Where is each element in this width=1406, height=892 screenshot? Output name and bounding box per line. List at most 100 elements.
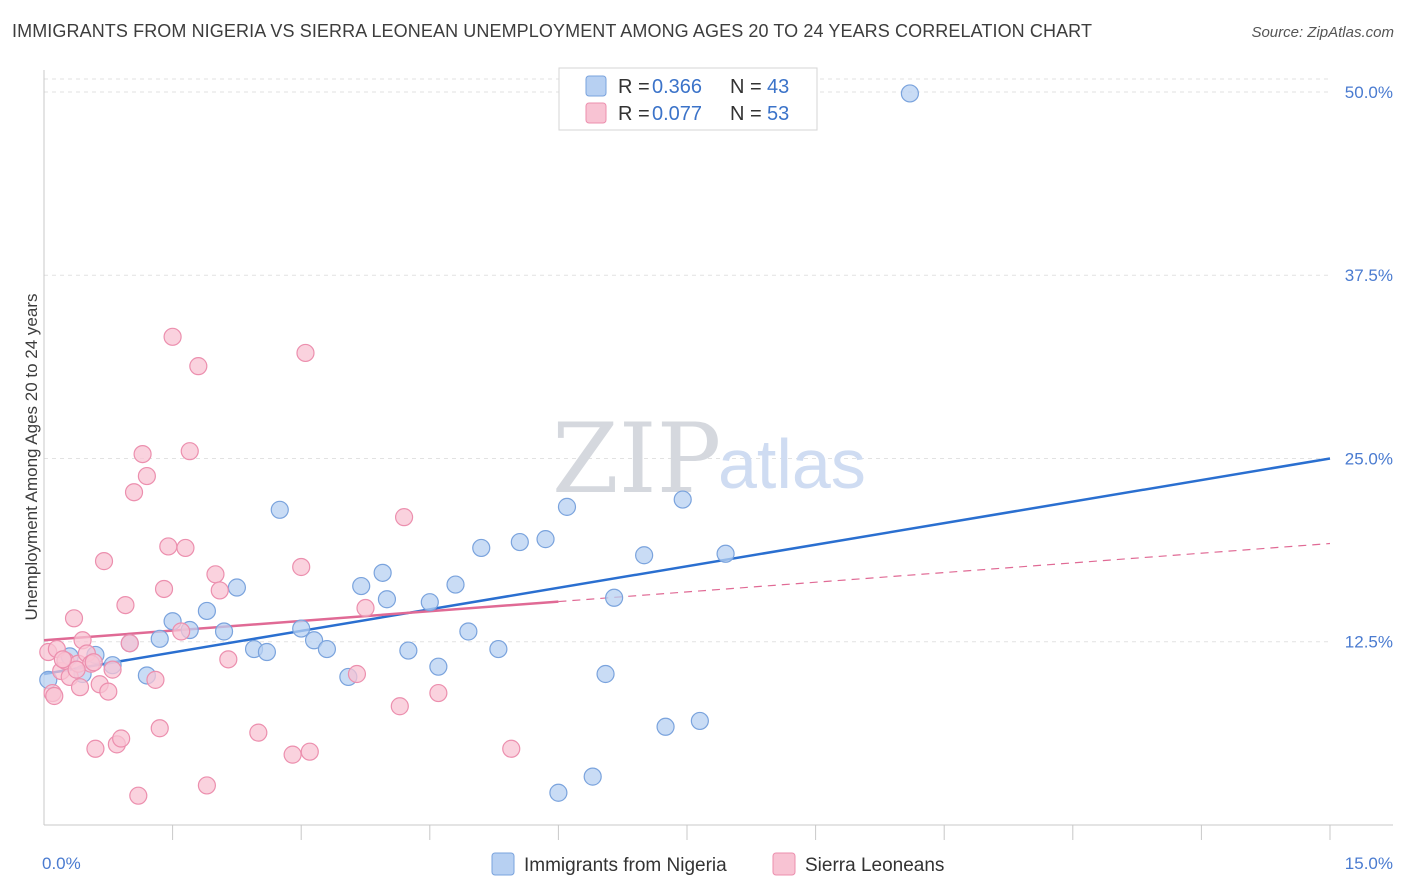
nigeria-point xyxy=(377,590,397,609)
nigeria-point xyxy=(304,631,324,650)
nigeria-point xyxy=(257,642,277,662)
sierra-leone-point xyxy=(133,444,152,464)
legend-swatch-blue xyxy=(585,75,607,97)
sierra-leone-point xyxy=(154,579,174,599)
sierra-leone-point xyxy=(124,483,144,502)
legend-r-value-2: 0.077 xyxy=(652,103,702,125)
nigeria-point xyxy=(596,664,615,684)
series-swatch-nigeria xyxy=(491,852,515,876)
sierra-leone-point xyxy=(347,664,367,684)
correlation-legend: R = 0.366 N = 43 R = 0.077 N = 53 xyxy=(558,67,818,131)
sierra-leone-point xyxy=(137,466,156,486)
series-label-nigeria: Immigrants from Nigeria xyxy=(524,855,727,876)
chart-title: IMMIGRANTS FROM NIGERIA VS SIERRA LEONEA… xyxy=(12,21,1093,41)
nigeria-point xyxy=(716,544,735,563)
sierra-leone-point xyxy=(129,786,148,805)
y-tick-label: 37.5% xyxy=(1345,266,1393,285)
nigeria-point xyxy=(656,717,675,736)
sierra-leone-point xyxy=(70,678,90,697)
nigeria-point xyxy=(489,639,508,659)
nigeria-point xyxy=(150,629,169,648)
sierra-leone-point xyxy=(84,653,103,672)
nigeria-point xyxy=(536,530,555,549)
nigeria-point xyxy=(635,546,654,565)
x-tick-label-max: 15.0% xyxy=(1345,854,1393,873)
sierra-leone-point xyxy=(120,634,139,653)
sierra-leone-point xyxy=(163,327,182,346)
nigeria-point xyxy=(510,532,529,552)
nigeria-point xyxy=(900,84,920,103)
sierra-leone-point xyxy=(197,776,216,795)
nigeria-point xyxy=(583,767,602,786)
y-axis-label: Unemployment Among Ages 20 to 24 years xyxy=(22,294,41,621)
nigeria-point xyxy=(270,500,289,519)
axes: 12.5% 25.0% 37.5% 50.0% 0.0% 15.0% xyxy=(42,70,1393,873)
nigeria-point xyxy=(399,641,418,660)
nigeria-point xyxy=(317,639,337,659)
nigeria-point xyxy=(420,593,439,612)
legend-r-label-2: R = xyxy=(618,103,650,125)
legend-swatch-pink xyxy=(585,102,607,124)
sierra-leone-point xyxy=(292,557,311,577)
sierra-leone-point xyxy=(300,742,319,761)
sierra-leone-point xyxy=(116,595,135,615)
sierra-leone-point xyxy=(64,609,84,628)
sierra-leone-point xyxy=(249,723,268,742)
sierra-leone-point xyxy=(94,552,114,571)
nigeria-point xyxy=(549,783,568,802)
nigeria-point xyxy=(472,538,491,558)
nigeria-point xyxy=(557,497,577,516)
y-tick-label: 25.0% xyxy=(1345,449,1393,468)
watermark: ZIP atlas xyxy=(552,403,866,515)
x-tick-label-min: 0.0% xyxy=(42,854,81,873)
sierra-leone-trend-extension xyxy=(558,542,1331,603)
series-legend: Immigrants from Nigeria Sierra Leoneans xyxy=(491,852,944,876)
nigeria-point xyxy=(429,657,448,676)
nigeria-point xyxy=(446,575,465,594)
legend-n-label-2: N = xyxy=(730,103,762,125)
nigeria-point xyxy=(352,576,371,596)
sierra-leone-point xyxy=(172,622,191,641)
legend-n-label-1: N = xyxy=(730,76,762,98)
sierra-leone-point xyxy=(176,538,195,558)
sierra-leone-point xyxy=(146,670,165,689)
sierra-leone-point xyxy=(112,729,131,748)
watermark-zip: ZIP xyxy=(552,403,721,515)
nigeria-point xyxy=(292,619,311,638)
sierra-leone-point xyxy=(180,442,199,461)
sierra-leone-point xyxy=(219,650,238,669)
sierra-leone-point xyxy=(103,660,122,679)
sierra-leone-point xyxy=(356,598,375,618)
sierra-leone-point xyxy=(296,343,315,363)
nigeria-point xyxy=(690,711,709,731)
legend-r-value-1: 0.366 xyxy=(652,76,702,98)
sierra-leone-point xyxy=(210,581,229,600)
sierra-leone-point xyxy=(45,686,64,706)
sierra-leone-point xyxy=(429,683,448,703)
series-label-sierra-leone: Sierra Leoneans xyxy=(805,855,944,876)
nigeria-point xyxy=(197,601,216,621)
sierra-leone-point xyxy=(159,537,178,556)
nigeria-point xyxy=(459,622,478,641)
nigeria-point xyxy=(605,588,624,607)
sierra-leone-point xyxy=(283,745,302,764)
nigeria-point xyxy=(214,622,234,641)
sierra-leone-point xyxy=(150,719,169,738)
legend-n-value-1: 43 xyxy=(767,76,789,98)
watermark-atlas: atlas xyxy=(718,425,866,503)
sierra-leone-point xyxy=(86,739,105,758)
source-label: Source: ZipAtlas.com xyxy=(1251,24,1394,41)
series-swatch-sierra-leone xyxy=(772,852,796,876)
legend-n-value-2: 53 xyxy=(767,103,789,125)
sierra-leone-point xyxy=(67,660,86,679)
sierra-leone-point xyxy=(206,565,225,584)
sierra-leone-point xyxy=(394,508,414,527)
sierra-leone-point xyxy=(502,739,521,758)
y-tick-label: 12.5% xyxy=(1345,633,1393,652)
nigeria-trend-line xyxy=(43,457,1331,676)
y-tick-label: 50.0% xyxy=(1345,83,1393,102)
nigeria-point xyxy=(373,563,392,582)
sierra-leone-point xyxy=(99,682,118,701)
nigeria-point xyxy=(227,578,246,597)
